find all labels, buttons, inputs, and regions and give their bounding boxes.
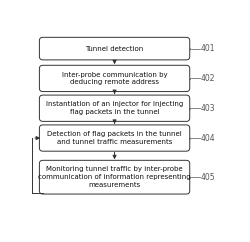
Text: 403: 403 <box>201 104 216 113</box>
Text: Tunnel detection: Tunnel detection <box>86 45 144 52</box>
Text: 401: 401 <box>201 44 215 53</box>
Text: 402: 402 <box>201 74 215 83</box>
FancyBboxPatch shape <box>40 37 190 60</box>
FancyBboxPatch shape <box>40 65 190 91</box>
Text: Monitoring tunnel traffic by inter-probe
communication of information representi: Monitoring tunnel traffic by inter-probe… <box>38 166 191 188</box>
Text: 404: 404 <box>201 134 216 143</box>
Text: 405: 405 <box>201 173 216 182</box>
FancyBboxPatch shape <box>40 160 190 194</box>
FancyBboxPatch shape <box>40 125 190 151</box>
Text: Inter-probe communication by
deducing remote address: Inter-probe communication by deducing re… <box>62 72 168 85</box>
FancyBboxPatch shape <box>40 95 190 121</box>
Text: Detection of flag packets in the tunnel
and tunnel traffic measurements: Detection of flag packets in the tunnel … <box>47 131 182 145</box>
Text: Instantiation of an injector for injecting
flag packets in the tunnel: Instantiation of an injector for injecti… <box>46 101 183 115</box>
